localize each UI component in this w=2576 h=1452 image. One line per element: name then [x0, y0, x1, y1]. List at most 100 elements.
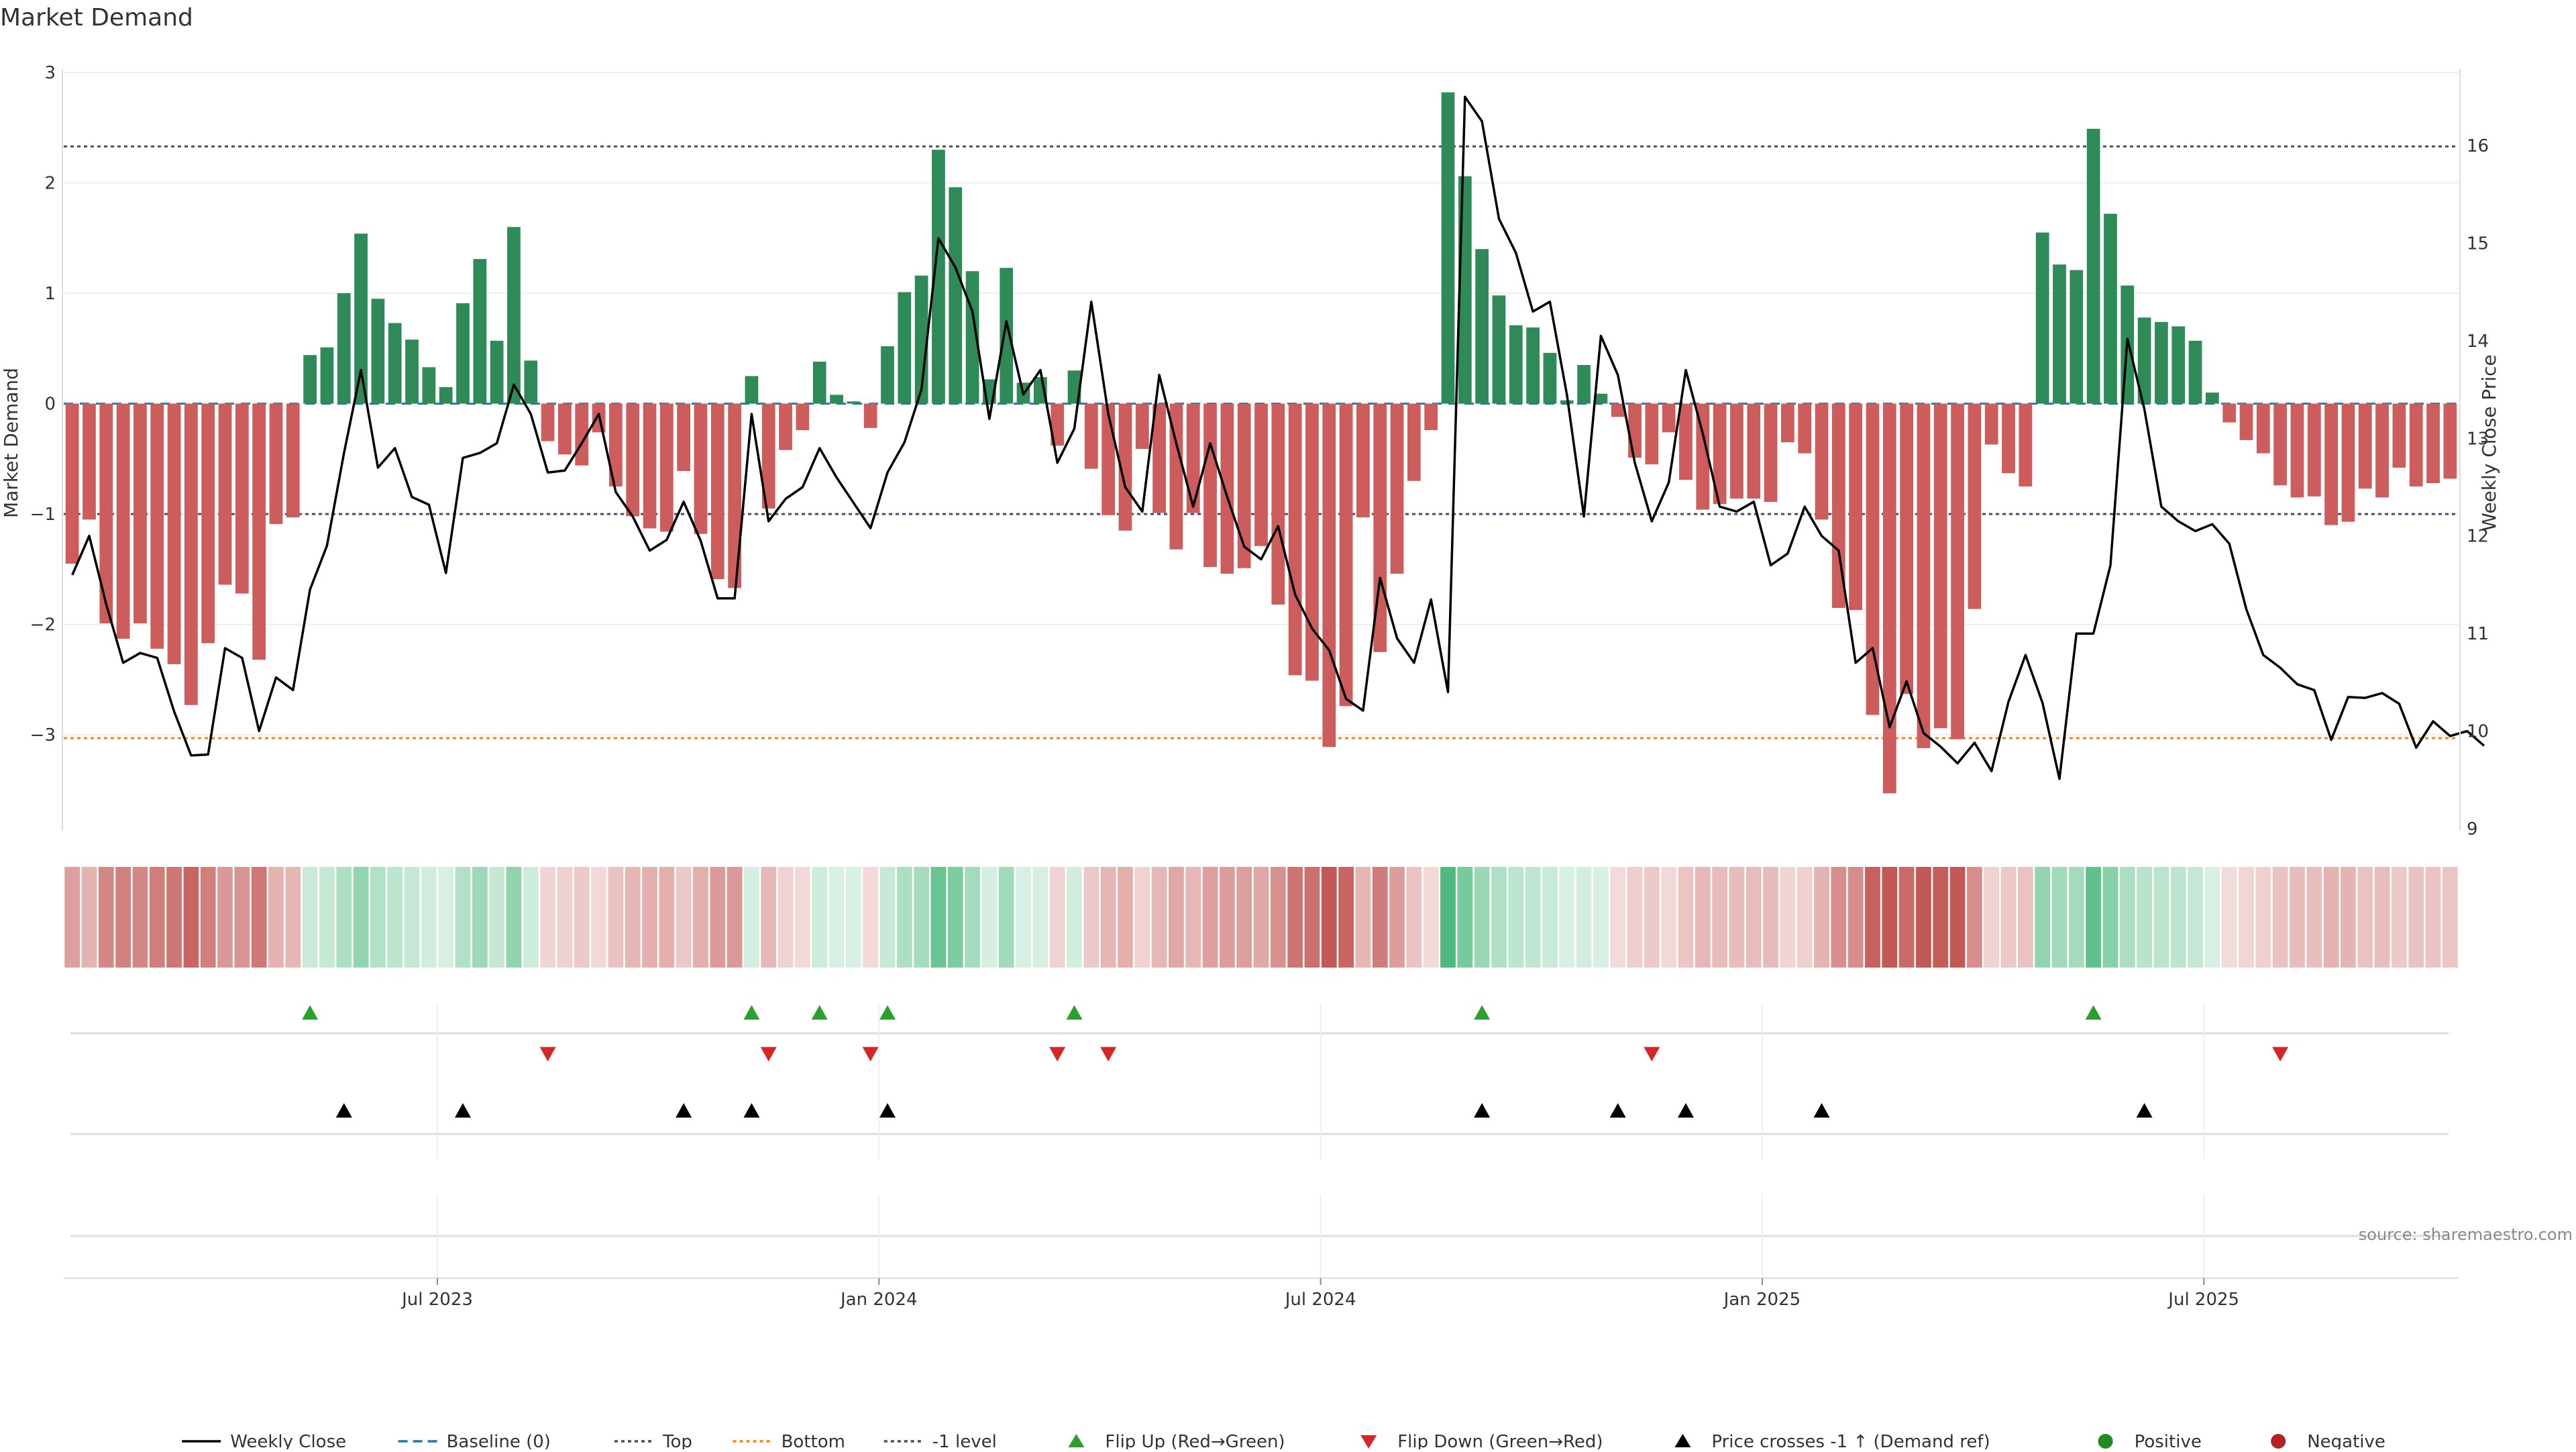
heat-cell — [1967, 867, 1982, 968]
source-note: source: sharemaestro.com — [2359, 1225, 2573, 1244]
heat-cell — [234, 867, 250, 968]
heat-cell — [2221, 867, 2237, 968]
demand-bar — [354, 234, 368, 404]
demand-bar — [2290, 403, 2304, 498]
demand-bar — [1543, 352, 1557, 404]
demand-bar — [1288, 403, 1302, 676]
demand-bar — [779, 403, 792, 450]
heat-cell — [896, 867, 912, 968]
demand-bar — [949, 187, 963, 404]
demand-bar — [1084, 403, 1098, 469]
legend-label: Weekly Close — [230, 1432, 346, 1449]
demand-bar — [710, 403, 724, 580]
demand-bar — [167, 403, 181, 664]
y2-axis-label: Weekly Close Price — [2478, 354, 2500, 531]
heat-cell — [1338, 867, 1354, 968]
demand-bar — [388, 323, 402, 404]
demand-bar — [863, 403, 877, 428]
legend-item: Baseline (0) — [398, 1432, 551, 1452]
demand-bar — [1882, 403, 1896, 794]
heat-cell — [149, 867, 165, 968]
demand-bar — [1764, 403, 1778, 503]
legend-item: Bottom — [733, 1432, 845, 1452]
demand-bar — [898, 292, 912, 404]
heat-cell — [2290, 867, 2305, 968]
heat-cell — [2374, 867, 2390, 968]
legend-label: Flip Down (Green→Red) — [1397, 1432, 1603, 1449]
flip-up-marker — [1474, 1005, 1491, 1020]
demand-bar — [1526, 327, 1540, 404]
y-tick-label: 2 — [44, 174, 56, 194]
demand-bar — [1254, 403, 1268, 546]
y-tick-label: 1 — [44, 284, 56, 304]
heat-cell — [2086, 867, 2102, 968]
event-markers — [70, 1003, 2449, 1278]
heat-cell — [2425, 867, 2441, 968]
chart-title: Market Demand — [0, 4, 193, 32]
demand-bar — [2239, 403, 2253, 440]
x-tick-label: Jan 2024 — [839, 1290, 918, 1310]
demand-bar — [2443, 403, 2457, 479]
heat-cell — [1644, 867, 1660, 968]
demand-bar — [2256, 403, 2270, 454]
demand-bar — [1730, 403, 1743, 499]
heat-cell — [506, 867, 522, 968]
demand-bar — [694, 403, 708, 534]
heat-cell — [812, 867, 828, 968]
flip-up-marker — [743, 1005, 760, 1020]
heat-cell — [1118, 867, 1133, 968]
heat-cell — [2391, 867, 2407, 968]
demand-bar — [1747, 403, 1761, 499]
heat-cell — [115, 867, 131, 968]
legend-label: Bottom — [782, 1432, 845, 1449]
demand-bar — [1628, 403, 1642, 458]
demand-bar — [490, 340, 504, 404]
price-cross-marker — [455, 1103, 471, 1118]
demand-bar — [677, 403, 691, 471]
heat-cell — [1627, 867, 1643, 968]
legend-label: Positive — [2135, 1432, 2202, 1449]
heat-cell — [1169, 867, 1184, 968]
legend-item: -1 level — [883, 1432, 997, 1452]
demand-bar — [286, 403, 300, 518]
heat-cell — [676, 867, 692, 968]
heat-cell — [285, 867, 301, 968]
demand-bar — [1118, 403, 1132, 531]
demand-bar — [2324, 403, 2338, 525]
heat-cell — [1933, 867, 1949, 968]
heat-cell — [1185, 867, 1201, 968]
heat-cell — [2017, 867, 2033, 968]
heat-cell — [2255, 867, 2271, 968]
demand-bar — [456, 303, 470, 404]
demand-bar — [1679, 403, 1693, 480]
price-cross-marker — [1813, 1103, 1830, 1118]
demand-bar — [2155, 321, 2168, 404]
heat-cell — [421, 867, 437, 968]
demand-bar — [218, 403, 232, 585]
demand-bar — [1951, 403, 1964, 739]
heat-cell — [387, 867, 403, 968]
heat-cell — [1474, 867, 1490, 968]
legend-label: Top — [662, 1432, 692, 1449]
heat-cell — [2137, 867, 2152, 968]
demand-bar — [1152, 403, 1166, 513]
legend-item: Top — [614, 1432, 692, 1452]
heat-cell — [1814, 867, 1829, 968]
demand-bar — [201, 403, 215, 643]
legend-swatch — [2271, 1434, 2286, 1449]
flip-up-marker — [302, 1005, 319, 1020]
demand-bar — [371, 299, 385, 404]
demand-bar — [2409, 403, 2423, 486]
heat-cell — [2442, 867, 2458, 968]
legend-swatch — [1360, 1435, 1377, 1449]
demand-bar — [2307, 403, 2321, 497]
demand-bar — [507, 227, 521, 404]
heat-cell — [540, 867, 555, 968]
heat-cell — [1270, 867, 1286, 968]
demand-heat-strip — [64, 867, 2458, 968]
heat-cell — [693, 867, 708, 968]
heat-cell — [1847, 867, 1864, 968]
heat-cell — [2035, 867, 2051, 968]
